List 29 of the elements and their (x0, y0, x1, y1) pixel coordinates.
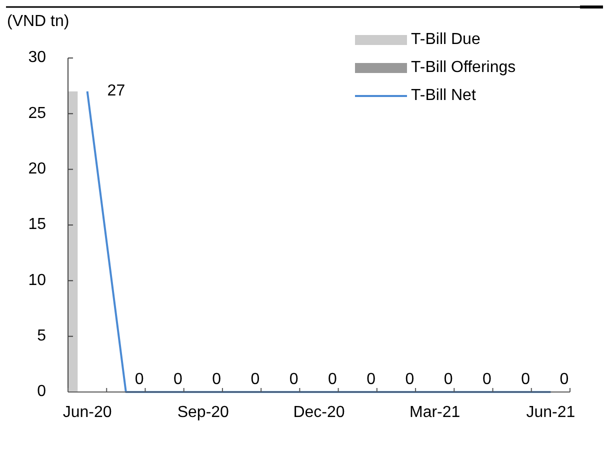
x-tick-label: Jun-20 (62, 404, 112, 421)
y-tick-label: 10 (28, 272, 46, 289)
data-label: 0 (328, 371, 337, 388)
y-tick-label: 0 (37, 383, 46, 400)
data-label: 0 (134, 371, 144, 388)
legend-label: T-Bill Net (411, 87, 476, 104)
legend-label: T-Bill Due (411, 31, 480, 48)
data-label: 0 (560, 371, 569, 388)
data-label: 0 (405, 371, 414, 388)
data-label: 0 (444, 371, 453, 388)
y-tick-label: 30 (28, 49, 46, 66)
y-axis-title: (VND tn) (7, 13, 70, 30)
y-tick-label: 5 (37, 328, 46, 345)
x-tick-label: Mar-21 (410, 404, 460, 421)
data-label: 0 (174, 371, 183, 388)
y-tick-label: 15 (28, 216, 46, 234)
x-tick-label: Dec-20 (293, 404, 345, 421)
y-tick-label: 25 (28, 104, 46, 122)
legend-label: T-Bill Offerings (411, 59, 516, 76)
data-label: 0 (289, 371, 298, 388)
x-tick-label: Sep-20 (177, 404, 230, 421)
data-label: 0 (521, 371, 530, 388)
data-label: 0 (482, 371, 492, 388)
data-label: 27 (107, 82, 126, 100)
data-label: 0 (212, 371, 222, 388)
data-label: 0 (250, 371, 260, 388)
x-tick-label: Jun-21 (526, 404, 576, 421)
y-tick-label: 20 (28, 160, 46, 178)
data-label: 0 (366, 371, 376, 388)
